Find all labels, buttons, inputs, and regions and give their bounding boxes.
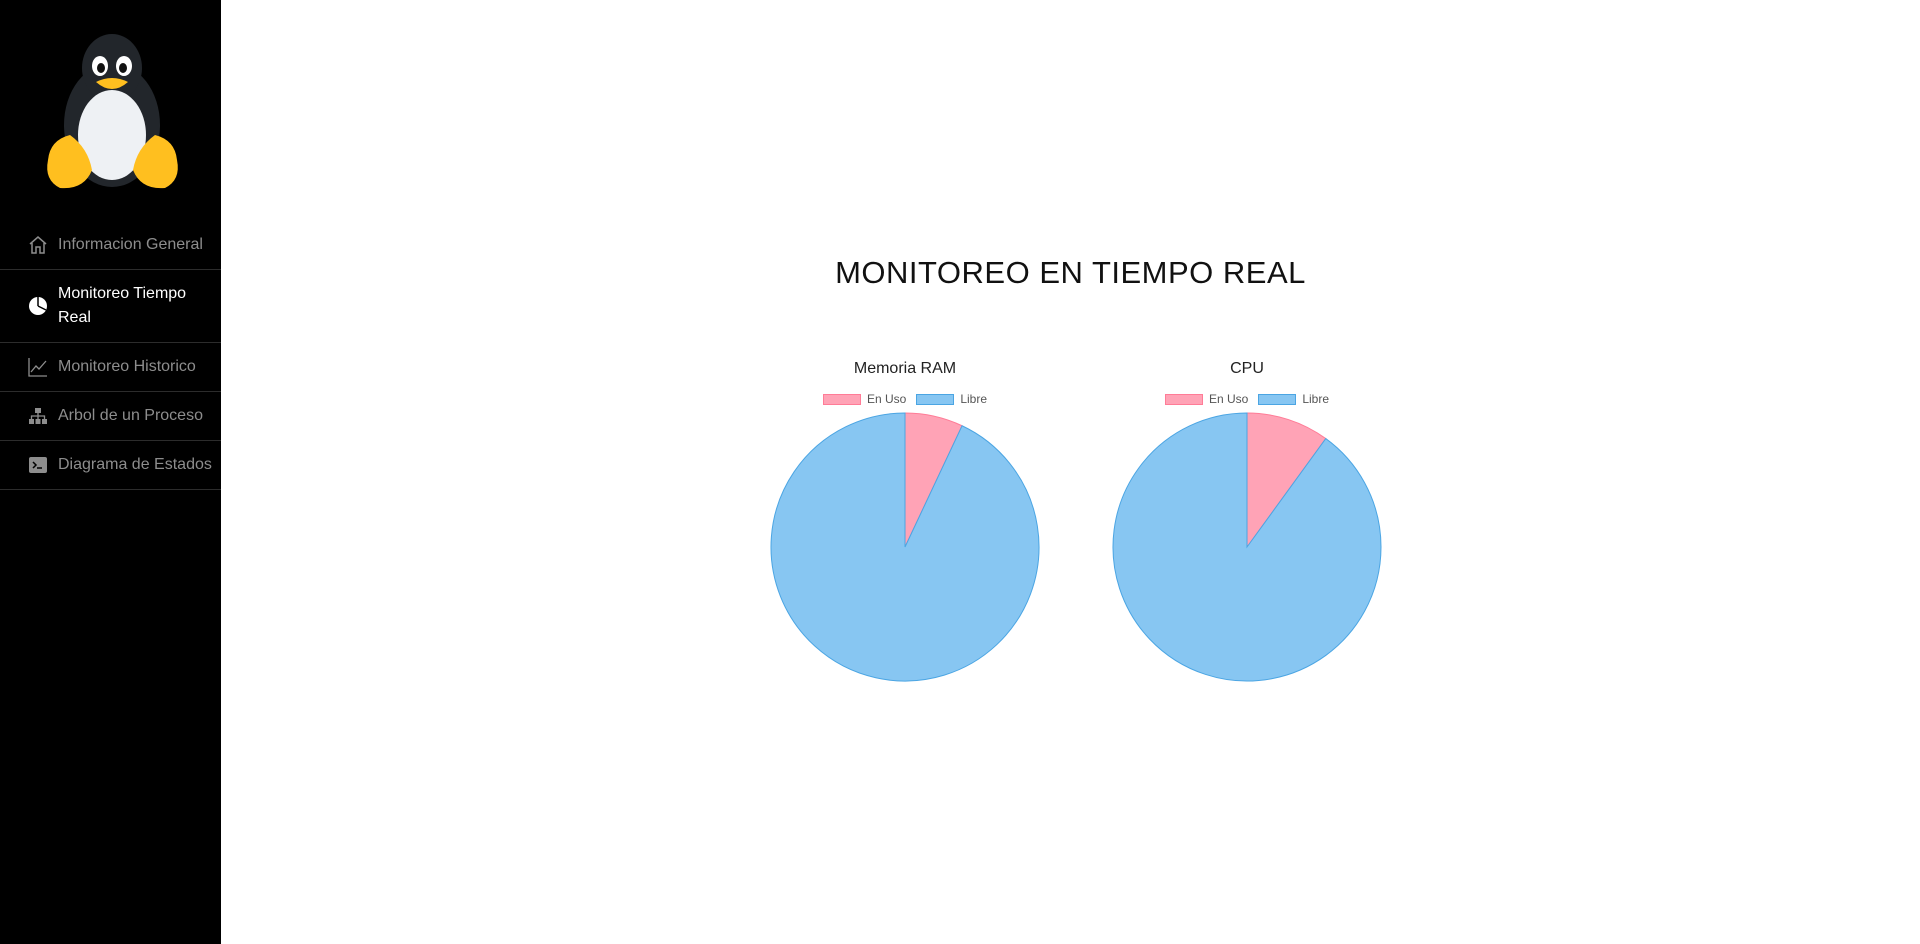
ram-pie-chart: Memoria RAM En Uso Libre [755, 360, 1055, 690]
sidebar: Informacion General Monitoreo Tiempo Rea… [0, 0, 221, 944]
main-content: MONITOREO EN TIEMPO REAL Memoria RAM En … [221, 0, 1920, 944]
terminal-icon [27, 454, 49, 476]
sidebar-item-label: Monitoreo Historico [58, 358, 196, 375]
ram-pie [770, 412, 1040, 682]
cpu-pie-chart: CPU En Uso Libre [1097, 360, 1397, 690]
line-chart-icon [27, 356, 49, 378]
legend-swatch-libre [916, 393, 955, 405]
legend-label: En Uso [1208, 392, 1249, 406]
sidebar-item-informacion-general[interactable]: Informacion General [0, 221, 221, 270]
pie-slice-libre[interactable] [770, 412, 1040, 682]
sitemap-icon [27, 405, 49, 427]
legend-swatch-en-uso [822, 393, 861, 405]
sidebar-item-label: Arbol de un Proceso [58, 407, 203, 424]
chart-legend: En Uso Libre [755, 392, 1055, 406]
pie-slice-libre[interactable] [1112, 412, 1382, 682]
pie-chart-icon [27, 295, 49, 317]
sidebar-item-monitoreo-tiempo-real[interactable]: Monitoreo Tiempo Real [0, 270, 221, 343]
legend-item-libre[interactable]: Libre [916, 392, 987, 406]
legend-swatch-libre [1258, 393, 1297, 405]
legend-item-en-uso[interactable]: En Uso [822, 392, 907, 406]
chart-title: CPU [1230, 360, 1264, 377]
sidebar-item-label: Monitoreo Tiempo Real [58, 285, 187, 326]
page-title: MONITOREO EN TIEMPO REAL [835, 255, 1306, 290]
legend-item-en-uso[interactable]: En Uso [1164, 392, 1249, 406]
legend-swatch-en-uso [1164, 393, 1203, 405]
sidebar-item-diagrama-de-estados[interactable]: Diagrama de Estados [0, 441, 221, 490]
chart-title: Memoria RAM [853, 360, 957, 377]
chart-legend: En Uso Libre [1097, 392, 1397, 406]
home-icon [27, 234, 49, 256]
tux-logo [47, 34, 178, 189]
cpu-pie [1112, 412, 1382, 682]
legend-label: Libre [1302, 392, 1330, 406]
sidebar-item-arbol-de-un-proceso[interactable]: Arbol de un Proceso [0, 392, 221, 441]
legend-label: En Uso [866, 392, 907, 406]
sidebar-item-monitoreo-historico[interactable]: Monitoreo Historico [0, 343, 221, 392]
sidebar-item-label: Diagrama de Estados [58, 456, 212, 473]
pie-slice-en-uso[interactable] [1246, 412, 1327, 549]
legend-label: Libre [960, 392, 988, 406]
sidebar-nav: Informacion General Monitoreo Tiempo Rea… [0, 221, 221, 490]
sidebar-item-label: Informacion General [58, 236, 203, 253]
legend-item-libre[interactable]: Libre [1258, 392, 1329, 406]
